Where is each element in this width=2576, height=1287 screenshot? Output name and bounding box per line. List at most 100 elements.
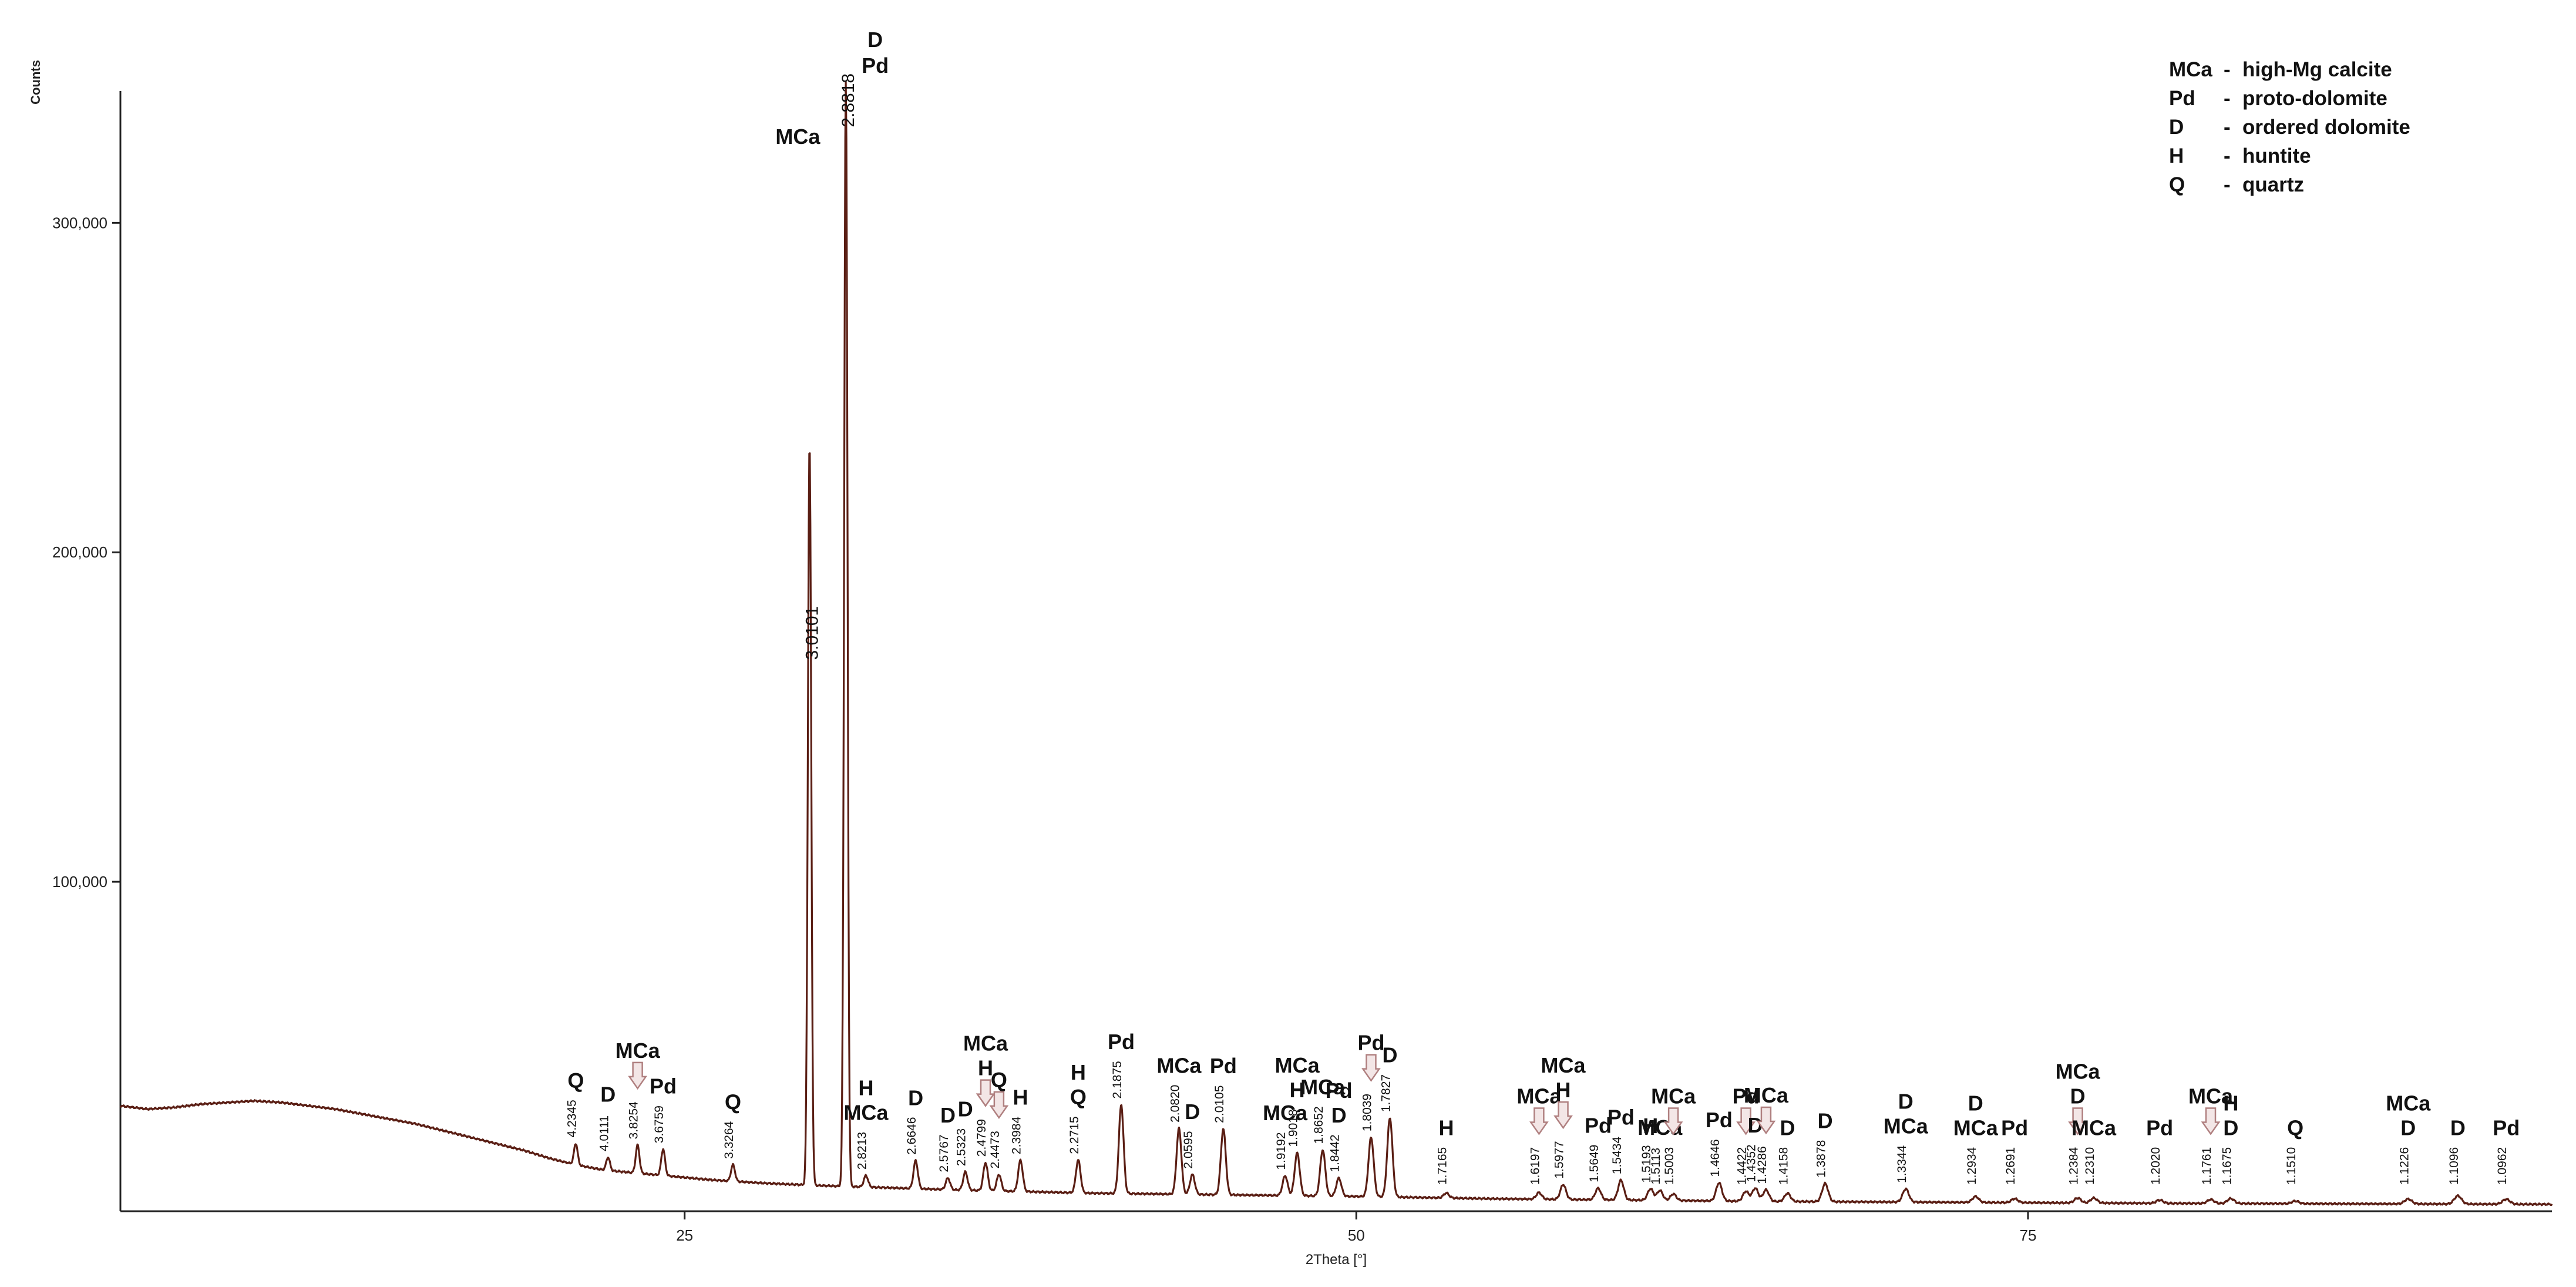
peak-annotation: 1.7827 D <box>1379 1043 1397 1113</box>
peak-annotation: 2.4473 Q <box>988 1068 1009 1168</box>
peak-d-spacing-label: 1.4352 <box>1745 1144 1758 1182</box>
peak-phase-label: MCa <box>775 125 820 149</box>
peak-annotation: 2.8818 DPd <box>839 28 889 127</box>
peak-d-spacing-label: 1.2384 <box>2067 1147 2081 1185</box>
peak-phase-label: D <box>908 1086 923 1110</box>
peak-annotation: 1.7165 H <box>1436 1115 1454 1185</box>
peak-d-spacing-label: 2.3984 <box>1010 1117 1023 1155</box>
peak-annotation: 2.2715 QH <box>1068 1060 1087 1154</box>
peak-annotation: 1.8442 DPd <box>1326 1078 1353 1172</box>
peak-arrow-icon <box>1756 1106 1776 1135</box>
legend-abbreviation: H <box>2169 145 2184 167</box>
peak-labels: 4.2345Q4.0111D3.8254MCa3.6759Pd3.3264Q3.… <box>565 28 2520 1185</box>
peak-annotation: 2.1875 Pd <box>1108 1030 1135 1099</box>
peak-d-spacing-label: 1.7165 <box>1436 1147 1450 1185</box>
legend-abbreviation: Pd <box>2169 87 2195 110</box>
peak-annotation: 1.4422 Pd <box>1733 1084 1760 1185</box>
legend-phase-name: ordered dolomite <box>2242 116 2410 139</box>
peak-annotation: 3.8254 MCa <box>616 1039 661 1140</box>
peak-phase-label: D <box>1818 1108 1833 1133</box>
peak-phase-label: H <box>1556 1078 1571 1102</box>
peak-annotation: 3.0101 MCa <box>775 125 822 660</box>
peak-d-spacing-label: 1.7827 <box>1379 1074 1393 1112</box>
peak-phase-label: D <box>1331 1103 1347 1127</box>
peak-annotation: 1.2020 Pd <box>2146 1115 2173 1185</box>
peak-arrow-icon <box>1663 1107 1683 1135</box>
legend-phase-name: high-Mg calcite <box>2242 58 2392 81</box>
peak-phase-label: MCa <box>963 1031 1008 1056</box>
peak-phase-label: MCa <box>2071 1115 2117 1140</box>
peak-d-spacing-label: 1.5649 <box>1588 1145 1601 1182</box>
peak-phase-label: D <box>600 1083 616 1107</box>
peak-d-spacing-label: 1.1510 <box>2285 1147 2298 1185</box>
legend-dash: - <box>2224 116 2231 139</box>
peak-arrow-icon <box>1736 1107 1756 1135</box>
peak-annotation: 3.6759 Pd <box>650 1074 677 1144</box>
peak-phase-label: H <box>858 1076 873 1100</box>
peak-d-spacing-label: 1.3344 <box>1895 1145 1909 1183</box>
peak-annotation: 1.6197 MCa <box>1516 1084 1562 1185</box>
peak-arrow-icon <box>976 1079 996 1107</box>
legend-dash: - <box>2224 58 2231 81</box>
peak-d-spacing-label: 4.2345 <box>565 1100 579 1137</box>
peak-d-spacing-label: 1.6197 <box>1528 1147 1542 1185</box>
peak-arrow-icon <box>2201 1107 2221 1135</box>
peak-phase-label: D <box>1185 1100 1200 1124</box>
peak-d-spacing-label: 3.3264 <box>722 1121 736 1159</box>
legend-item: D - ordered dolomite <box>2169 116 2410 139</box>
peak-d-spacing-label: 1.4158 <box>1777 1147 1791 1185</box>
peak-annotation: 1.8039 Pd <box>1357 1031 1384 1132</box>
peak-d-spacing-label: 1.4422 <box>1736 1147 1749 1185</box>
peak-phase-label: H <box>1643 1114 1658 1138</box>
legend-abbreviation: MCa <box>2169 58 2212 81</box>
peak-phase-label: Pd <box>1210 1054 1237 1078</box>
peak-d-spacing-label: 2.6646 <box>905 1117 919 1155</box>
peak-d-spacing-label: 2.1875 <box>1111 1061 1124 1098</box>
peak-d-spacing-label: 2.2715 <box>1068 1116 1081 1154</box>
peak-phase-label: Pd <box>1733 1084 1760 1108</box>
peak-d-spacing-label: 1.2934 <box>1965 1147 1979 1185</box>
x-tick-label: 50 <box>1348 1226 1365 1244</box>
peak-annotation: 1.5193 H <box>1640 1114 1658 1183</box>
peak-annotation: 4.2345 Q <box>565 1068 584 1138</box>
peak-arrow-icon <box>1361 1054 1381 1082</box>
peak-annotation: 2.6646 D <box>905 1086 923 1155</box>
peak-phase-label: Q <box>725 1090 741 1114</box>
peak-phase-label: Pd <box>1608 1105 1635 1130</box>
peak-annotation: 3.3264 Q <box>722 1090 741 1159</box>
peak-annotation: 1.5434 Pd <box>1608 1105 1635 1175</box>
legend-item: MCa - high-Mg calcite <box>2169 58 2392 81</box>
peak-phase-label: Pd <box>1326 1078 1353 1103</box>
peak-d-spacing-label: 2.5767 <box>937 1134 951 1172</box>
peak-phase-label: Pd <box>1585 1113 1612 1137</box>
legend-item: H - huntite <box>2169 145 2311 167</box>
peak-d-spacing-label: 1.1226 <box>2397 1147 2411 1185</box>
peak-d-spacing-label: 1.1096 <box>2447 1147 2461 1185</box>
peak-phase-label: MCa <box>2188 1084 2234 1108</box>
peak-phase-label: MCa <box>1300 1075 1346 1099</box>
legend-item: Pd - proto-dolomite <box>2169 87 2387 110</box>
y-tick-label: 200,000 <box>52 543 107 561</box>
peak-d-spacing-label: 1.1761 <box>2200 1147 2214 1185</box>
peak-annotation: 1.8652 MCa <box>1300 1075 1346 1144</box>
y-axis-title: Counts <box>28 60 43 105</box>
peak-d-spacing-label: 1.9018 <box>1287 1109 1300 1147</box>
peak-phase-label: Pd <box>1706 1108 1733 1132</box>
x-tick-label: 75 <box>2019 1226 2036 1244</box>
peak-phase-label: MCa <box>1651 1084 1696 1108</box>
peak-annotation: 1.0962 Pd <box>2493 1115 2520 1185</box>
peak-annotation: 1.4158 D <box>1777 1115 1795 1185</box>
x-axis-title: 2Theta [°] <box>1306 1252 1367 1268</box>
peak-phase-label: D <box>958 1097 973 1121</box>
legend-dash: - <box>2224 173 2231 196</box>
peak-annotation: 1.2691 Pd <box>2001 1115 2028 1185</box>
legend-abbreviation: Q <box>2169 173 2185 196</box>
peak-phase-label: D <box>867 28 883 52</box>
peak-phase-label: Pd <box>1108 1030 1135 1054</box>
peak-phase-label: MCa <box>1953 1115 1999 1140</box>
peak-phase-label: MCa <box>843 1101 889 1125</box>
peak-arrow-icon <box>628 1061 648 1090</box>
